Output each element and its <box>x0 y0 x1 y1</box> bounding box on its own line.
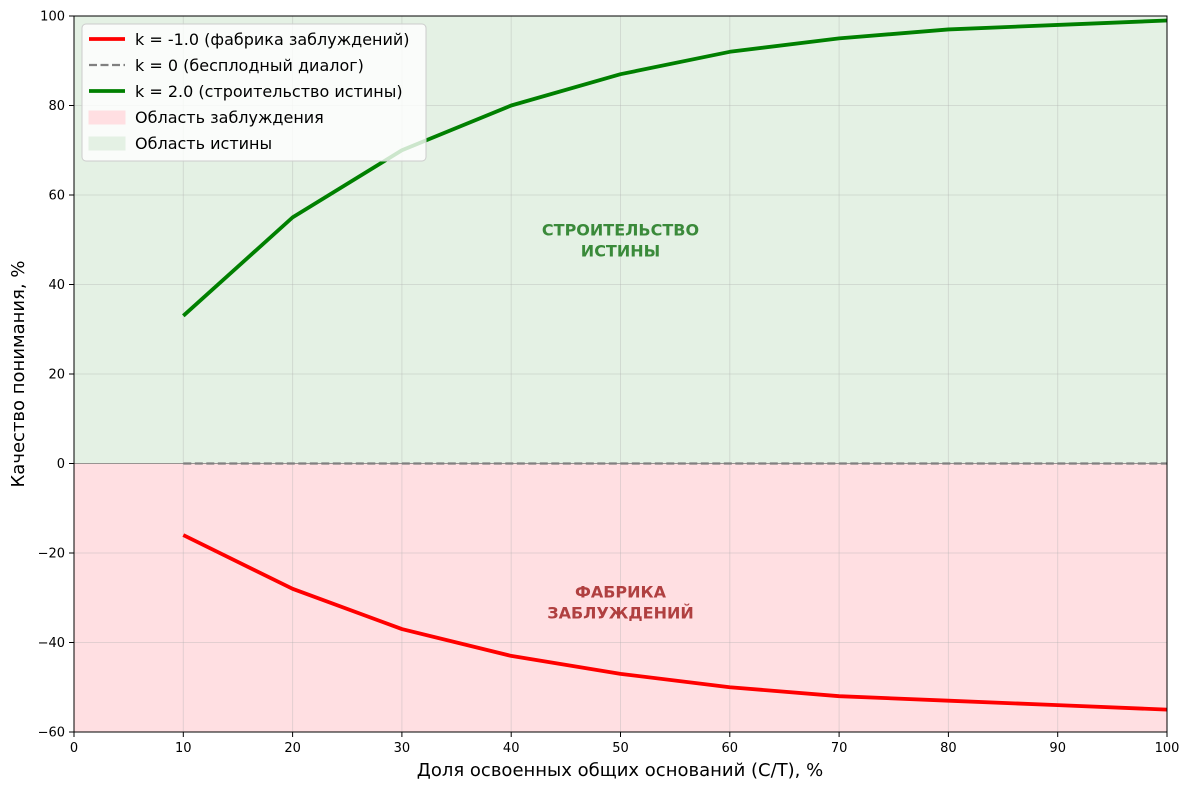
legend-box <box>81 23 427 162</box>
x-ticks-layer: 0 10 20 30 40 50 60 70 80 90 100 <box>70 732 1180 756</box>
legend-label-4: Область истины <box>135 134 272 153</box>
series-layer <box>182 18 1168 712</box>
legend-swatch-4 <box>88 136 126 151</box>
x-tick-label-2: 20 <box>284 741 301 756</box>
x-axis-label: Доля освоенных общих оснований (С/Т), % <box>417 760 823 781</box>
y-tick-label-0: −60 <box>38 726 65 741</box>
x-tick-label-0: 0 <box>70 741 78 756</box>
legend-label-1: k = 0 (бесплодный диалог) <box>135 56 364 75</box>
x-tick-label-3: 30 <box>394 741 411 756</box>
y-tick-label-7: 80 <box>48 99 65 114</box>
x-tick-label-10: 100 <box>1155 741 1180 756</box>
annotation-0-line-1: ИСТИНЫ <box>581 241 660 260</box>
annotation-1-line-0: ФАБРИКА <box>575 583 667 602</box>
legend-label-2: k = 2.0 (строительство истины) <box>135 82 403 101</box>
y-axis-label: Качество понимания, % <box>8 261 29 488</box>
annotation-1-line-1: ЗАБЛУЖДЕНИЙ <box>547 604 694 623</box>
x-tick-label-6: 60 <box>722 741 739 756</box>
region-0 <box>74 463 1167 732</box>
y-ticks-layer: −60 −40 −20 0 20 40 60 80 100 <box>38 10 74 741</box>
x-tick-label-8: 80 <box>940 741 957 756</box>
annotations-layer: СТРОИТЕЛЬСТВО ИСТИНЫ ФАБРИКА ЗАБЛУЖДЕНИЙ <box>542 220 699 622</box>
x-tick-label-4: 40 <box>503 741 520 756</box>
x-tick-label-9: 90 <box>1049 741 1066 756</box>
y-tick-label-3: 0 <box>57 457 65 472</box>
legend-swatch-3 <box>88 110 126 125</box>
y-tick-label-5: 40 <box>48 278 65 293</box>
y-tick-label-6: 60 <box>48 189 65 204</box>
y-tick-label-4: 20 <box>48 368 65 383</box>
series-line-2 <box>182 18 1168 318</box>
x-tick-label-7: 70 <box>831 741 848 756</box>
legend-label-0: k = -1.0 (фабрика заблуждений) <box>135 30 410 49</box>
legend: k = -1.0 (фабрика заблуждений) k = 0 (бес… <box>81 23 427 162</box>
legend-label-3: Область заблуждения <box>135 108 324 127</box>
y-tick-label-1: −40 <box>38 636 65 651</box>
y-tick-label-2: −20 <box>38 547 65 562</box>
annotation-0-line-0: СТРОИТЕЛЬСТВО <box>542 220 699 239</box>
x-tick-label-5: 50 <box>612 741 629 756</box>
y-tick-label-8: 100 <box>40 10 65 25</box>
x-tick-label-1: 10 <box>175 741 192 756</box>
series-line-0 <box>182 533 1168 712</box>
